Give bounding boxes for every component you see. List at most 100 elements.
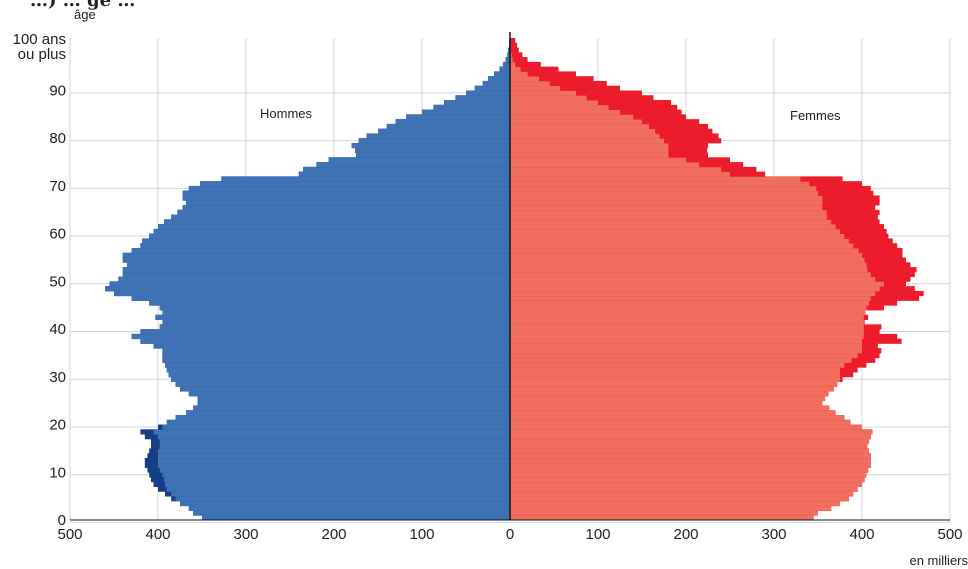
bar-men: [140, 338, 510, 344]
bar-men: [171, 214, 510, 220]
bar-women: [510, 76, 540, 82]
bar-men: [159, 443, 510, 449]
bar-men: [193, 405, 510, 411]
bar-women: [510, 142, 669, 149]
bar-women: [510, 481, 862, 487]
bar-men: [355, 147, 510, 153]
bar-women: [510, 271, 871, 278]
y-tick-label: 50: [49, 273, 66, 290]
bar-men: [395, 119, 510, 125]
x-tick-label: 100: [409, 526, 434, 543]
bar-women: [510, 176, 801, 182]
bar-women: [510, 443, 868, 449]
bar-men: [158, 448, 510, 454]
bar-women: [510, 329, 864, 335]
bar-men: [175, 415, 510, 421]
bar-women: [510, 152, 669, 158]
bar-women-outer: [510, 76, 594, 82]
bar-women: [510, 262, 867, 268]
bar-women: [510, 228, 840, 235]
bar-women: [510, 119, 642, 125]
bar-women: [510, 295, 871, 301]
bar-men: [153, 429, 510, 435]
bar-women: [510, 200, 823, 206]
bar-men: [474, 85, 510, 91]
bar-women-outer: [510, 71, 576, 77]
bar-women: [510, 138, 664, 144]
bar-women: [510, 257, 865, 263]
bar-men: [118, 276, 511, 282]
bar-women-outer: [510, 47, 519, 53]
bar-men: [507, 52, 510, 58]
bar-women-outer: [510, 80, 607, 87]
bar-men: [158, 224, 510, 230]
y-tick-label-100-line2: ou plus: [18, 46, 66, 63]
bar-women: [510, 448, 870, 454]
bar-women: [510, 419, 851, 425]
bar-men: [200, 181, 511, 187]
bar-women: [510, 123, 650, 130]
bar-men: [482, 80, 510, 87]
tick-labels: 500 400 300 200 100 0 100 200 300 400 500010203040…: [49, 82, 962, 543]
bar-women: [510, 424, 862, 430]
bar-women: [510, 367, 840, 373]
bar-men: [162, 310, 510, 316]
bar-women: [510, 80, 550, 87]
bar-men: [162, 319, 510, 325]
bar-women: [510, 114, 634, 120]
bar-women-outer: [510, 42, 518, 48]
bar-men: [122, 267, 511, 273]
bar-men: [171, 376, 510, 383]
bar-women: [510, 453, 871, 459]
y-tick-label: 20: [49, 417, 66, 434]
bar-women: [510, 133, 660, 139]
bar-men: [202, 515, 510, 521]
bar-women: [510, 515, 814, 521]
bar-men: [158, 453, 510, 459]
bar-women: [510, 505, 832, 511]
bar-men: [175, 496, 510, 502]
bar-men: [153, 228, 510, 235]
x-tick-label: 400: [849, 526, 874, 543]
bar-men: [499, 66, 510, 72]
y-tick-label-100-line1: 100 ans: [13, 31, 66, 48]
bar-men: [165, 362, 511, 368]
x-tick-label: 200: [673, 526, 698, 543]
bar-women: [510, 195, 823, 201]
bar-women: [510, 338, 862, 344]
bar-men: [171, 491, 510, 497]
clipped-title: …) … ge …: [30, 0, 135, 11]
bar-women-outer: [510, 66, 559, 72]
bar-men: [159, 467, 510, 473]
x-tick-label: 0: [506, 526, 514, 543]
bar-men: [505, 57, 510, 63]
bar-men: [159, 324, 510, 330]
bar-men: [166, 486, 511, 492]
bar-women: [510, 267, 868, 273]
bar-women: [510, 157, 686, 163]
bar-men: [166, 419, 511, 425]
bar-women: [510, 472, 867, 478]
bar-men: [162, 352, 510, 359]
bar-women: [510, 305, 867, 311]
bar-men: [502, 61, 510, 68]
bar-women: [510, 352, 858, 359]
annotation-hommes: Hommes: [260, 106, 313, 121]
bar-men: [186, 200, 510, 206]
bar-women: [510, 391, 829, 397]
bar-women: [510, 300, 870, 306]
y-tick-label: 30: [49, 369, 66, 386]
bar-men: [159, 438, 510, 445]
bar-women: [510, 457, 871, 464]
bar-women: [510, 477, 865, 483]
bar-men: [455, 95, 510, 101]
bar-men: [188, 505, 511, 511]
bar-women-outer: [510, 57, 528, 63]
bar-women: [510, 400, 823, 406]
bar-women: [510, 319, 864, 325]
bar-women: [510, 462, 871, 468]
bar-men: [197, 400, 510, 406]
bar-women-outer: [510, 61, 541, 68]
bar-men: [177, 209, 511, 215]
y-tick-label: 90: [49, 82, 66, 99]
